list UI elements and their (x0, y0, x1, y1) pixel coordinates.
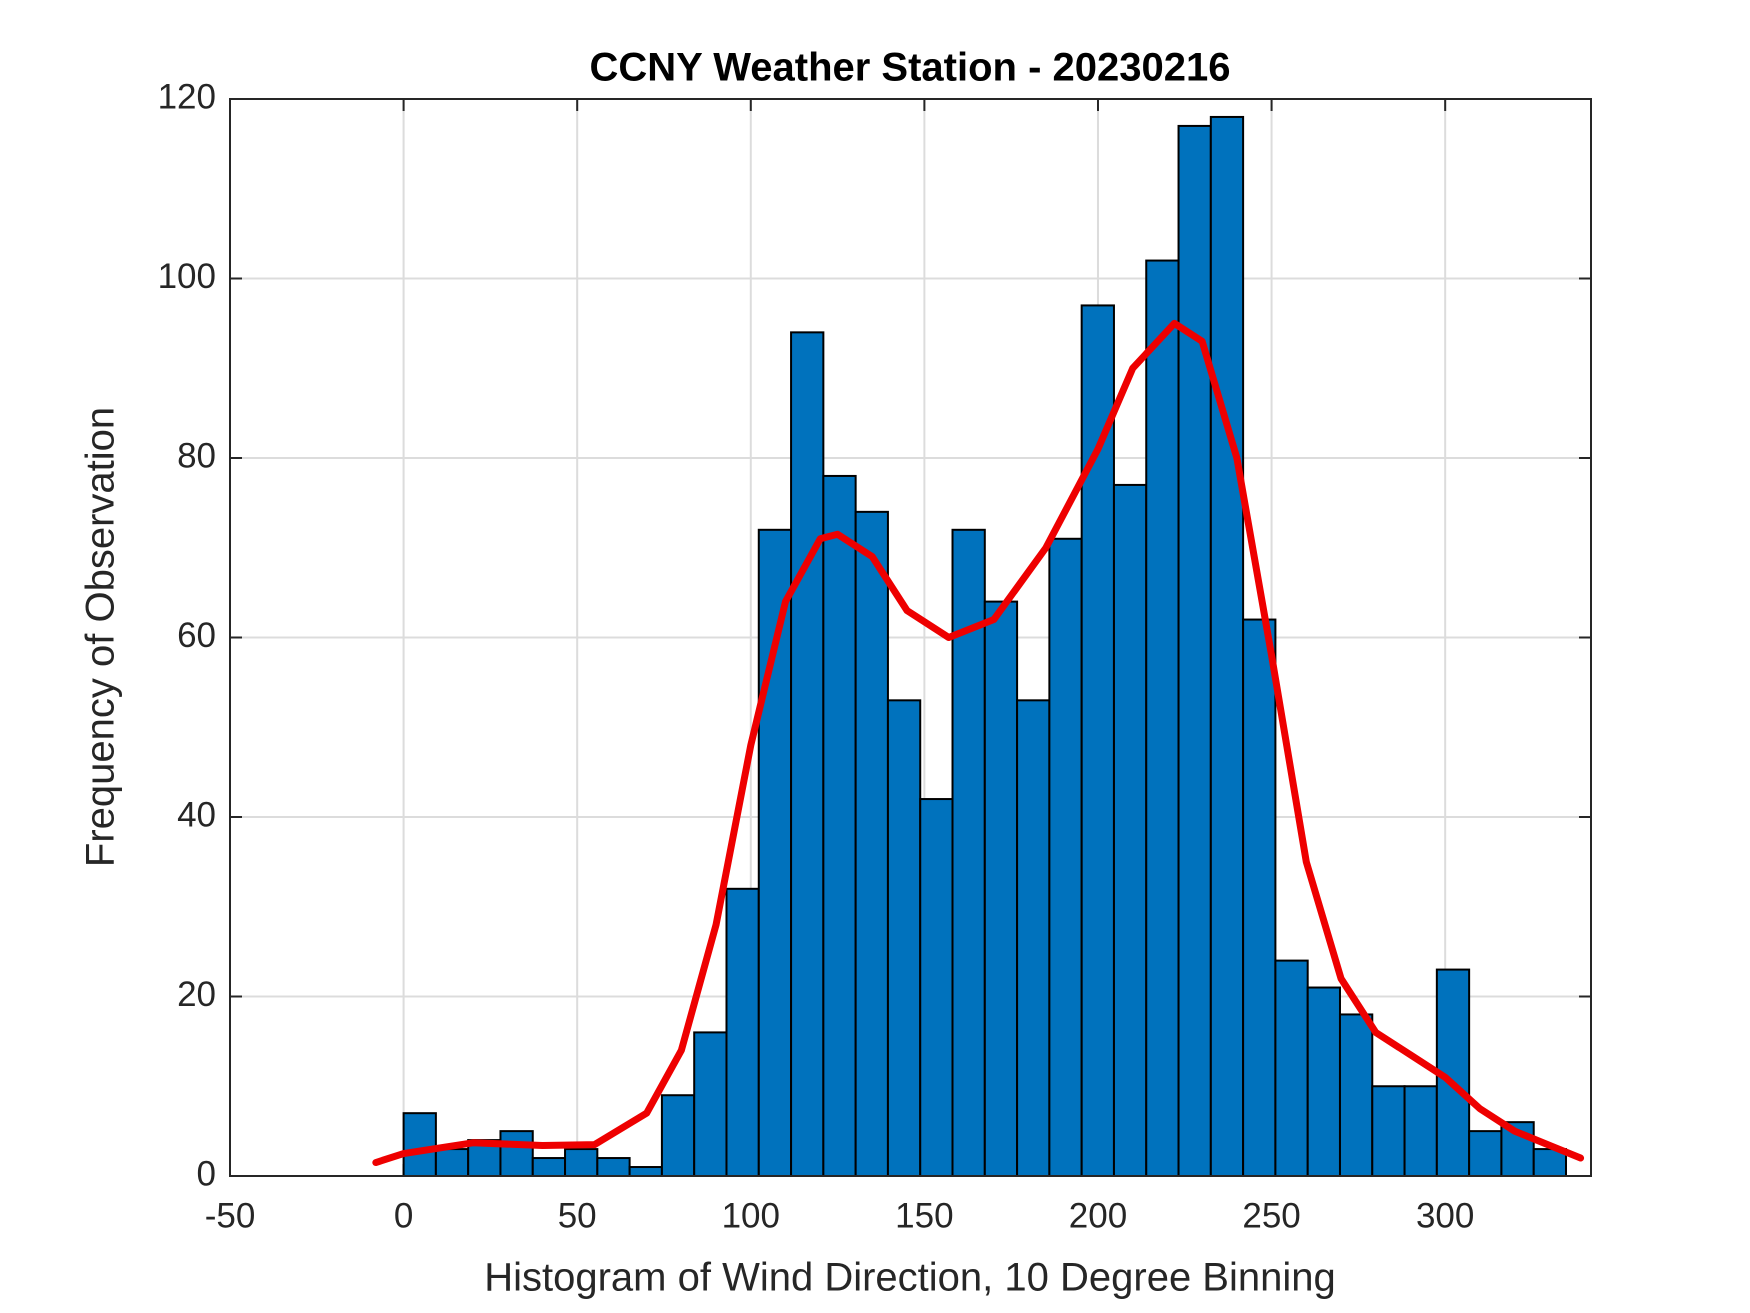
histogram-bar (1338, 1013, 1374, 1178)
x-tick-label: 250 (1242, 1196, 1300, 1235)
histogram-bar (1080, 304, 1115, 1177)
histogram-bar (1306, 986, 1341, 1178)
histogram-bar (886, 699, 922, 1177)
y-tick-label: 40 (177, 795, 216, 834)
chart-title: CCNY Weather Station - 20230216 (590, 46, 1231, 90)
y-tick-label: 120 (158, 77, 216, 116)
y-tick-label: 20 (177, 975, 216, 1014)
histogram-bar (1177, 124, 1212, 1177)
histogram-bar (1048, 537, 1083, 1177)
x-axis-label: Histogram of Wind Direction, 10 Degree B… (484, 1256, 1336, 1300)
histogram-bar (1145, 259, 1180, 1177)
y-tick-label: 80 (177, 436, 216, 475)
histogram-bar (1016, 699, 1051, 1177)
histogram-bar (1112, 483, 1148, 1177)
histogram-bar (822, 474, 857, 1177)
histogram-bar (628, 1166, 663, 1178)
x-tick-label: 100 (722, 1196, 780, 1235)
histogram-bar (660, 1094, 696, 1177)
histogram-bar (1371, 1085, 1406, 1177)
x-tick-label: 300 (1416, 1196, 1474, 1235)
histogram-bar (499, 1130, 534, 1177)
histogram-bar (1209, 115, 1245, 1178)
histogram-bar (790, 331, 825, 1178)
histogram-bar (531, 1157, 567, 1178)
histogram-bar (1403, 1085, 1438, 1177)
histogram-bar (725, 887, 760, 1177)
x-tick-label: 150 (895, 1196, 953, 1235)
histogram-bar (1468, 1130, 1503, 1177)
y-axis-label: Frequency of Observation (79, 407, 123, 867)
histogram-bar (757, 528, 793, 1177)
histogram-bar (919, 798, 954, 1177)
x-tick-label: 200 (1069, 1196, 1127, 1235)
fit-curve (372, 319, 1585, 1167)
histogram-bar (402, 1112, 437, 1178)
histogram-bar (1274, 959, 1309, 1177)
histogram-bar (596, 1157, 631, 1178)
x-tick-label: 0 (394, 1196, 413, 1235)
axes-box (229, 98, 1592, 1177)
y-tick-label: 0 (197, 1154, 216, 1193)
histogram-bar (983, 600, 1019, 1177)
y-tick-label: 60 (177, 616, 216, 655)
histogram-bar (564, 1148, 599, 1177)
histogram-bar (434, 1148, 470, 1177)
y-tick-label: 100 (158, 257, 216, 296)
x-tick-label: 50 (558, 1196, 597, 1235)
histogram-bar (693, 1031, 728, 1178)
x-tick-label: -50 (205, 1196, 256, 1235)
histogram-bar (854, 510, 889, 1178)
histogram-bar (1242, 618, 1277, 1177)
